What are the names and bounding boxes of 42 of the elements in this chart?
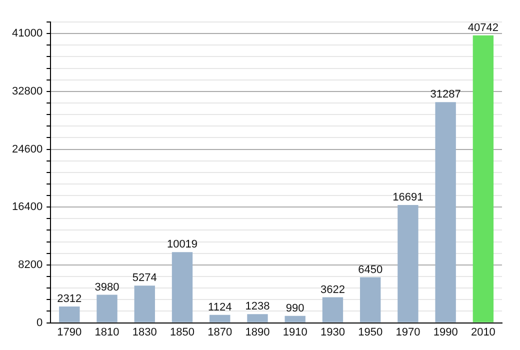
data-label: 31287 [430,88,461,101]
bar [247,314,268,322]
bar [210,314,230,322]
data-label: 10019 [166,238,198,251]
x-tick-label: 1830 [132,326,157,338]
data-label: 6450 [358,264,383,276]
x-tick-label: 1810 [94,326,120,338]
data-label: 3622 [320,284,345,296]
bar [59,306,80,322]
bar [472,35,494,322]
bar [96,294,118,322]
data-label: 40742 [468,22,498,34]
y-tick-label: 8200 [18,258,43,271]
y-tick-label: 24600 [12,143,43,156]
bar [322,297,344,322]
x-tick-label: 1970 [396,326,420,338]
data-label: 990 [286,302,304,314]
bar [360,277,381,322]
x-tick-label: 1990 [433,326,458,338]
x-tick-label: 1870 [208,326,232,338]
x-tick-label: 1890 [245,326,270,338]
x-tick-label: 1910 [282,326,308,338]
y-tick-label: 16400 [12,201,43,214]
data-label: 16691 [392,192,424,204]
bar [172,252,193,322]
bar [134,286,155,322]
x-tick-label: 1790 [57,326,82,338]
data-label: 1124 [208,301,232,314]
x-tick-label: 2010 [470,326,496,338]
data-label: 3980 [94,281,120,294]
bar [284,316,306,322]
data-label: 5274 [132,272,157,284]
bar [435,102,456,322]
data-label: 1238 [245,300,270,313]
x-tick-label: 1930 [320,326,345,338]
x-tick-label: 1850 [170,326,194,338]
bar [398,205,418,322]
y-tick-label: 0 [36,316,43,329]
data-label: 2312 [57,293,82,306]
y-tick-label: 32800 [12,85,43,98]
x-tick-label: 1950 [358,326,383,338]
y-tick-label: 41000 [12,28,43,40]
